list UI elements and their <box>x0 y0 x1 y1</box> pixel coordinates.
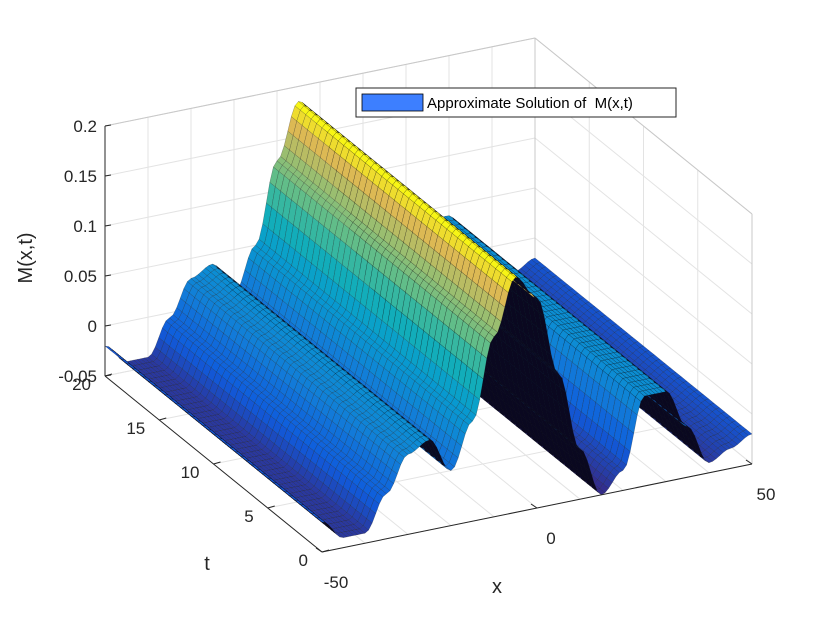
z-tick-mark <box>104 224 112 227</box>
t-tick-mark <box>213 461 221 465</box>
x-tick-label: -50 <box>324 573 349 592</box>
z-tick-label: -0.05 <box>58 367 97 386</box>
z-tick-label: 0.1 <box>73 217 97 236</box>
z-tick-label: 0.05 <box>64 267 97 286</box>
z-tick-mark <box>104 324 112 327</box>
t-tick-label: 0 <box>299 551 308 570</box>
t-tick-mark <box>159 417 167 421</box>
legend-swatch <box>361 93 424 112</box>
x-tick-label: 50 <box>757 485 776 504</box>
z-tick-label: 0.2 <box>73 117 97 136</box>
surface-plot <box>104 101 753 538</box>
t-tick-label: 15 <box>126 419 145 438</box>
t-tick-mark <box>104 373 113 377</box>
axis-line <box>321 463 753 553</box>
z-tick-label: 0.15 <box>64 167 97 186</box>
z-tick-mark <box>104 174 112 177</box>
t-axis-label: t <box>204 553 210 575</box>
t-tick-mark <box>267 505 275 509</box>
t-tick-label: 20 <box>72 375 91 394</box>
z-tick-label: 0 <box>88 317 97 336</box>
t-tick-label: 5 <box>244 507 253 526</box>
t-tick-label: 10 <box>181 463 200 482</box>
x-tick-mark <box>745 459 753 465</box>
x-tick-label: 0 <box>546 529 555 548</box>
legend-label: Approximate Solution of M(x,t) <box>427 95 633 112</box>
legend: Approximate Solution of M(x,t) <box>355 87 677 118</box>
x-axis-label: x <box>492 576 502 598</box>
box-edge <box>534 37 753 215</box>
z-tick-mark <box>104 274 112 277</box>
box-edge <box>104 37 536 127</box>
axis-line <box>104 375 323 553</box>
surface-patch <box>742 429 753 436</box>
axis-ticks: -0.05 0 0.05 0.1 0.15 0.2 0 5 10 15 20 -50 0 50 <box>58 117 775 592</box>
z-tick-mark <box>104 124 112 127</box>
z-axis-label: M(x,t) <box>15 232 37 283</box>
x-tick-mark <box>530 503 538 509</box>
